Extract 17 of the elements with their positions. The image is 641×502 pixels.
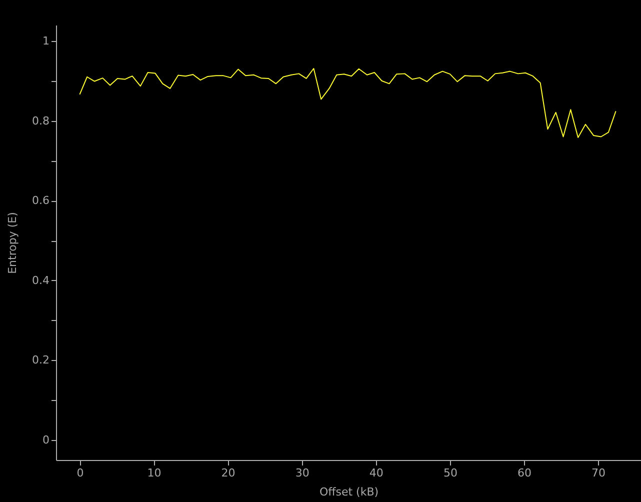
- y-tick-label: 1: [42, 34, 50, 48]
- x-tick-label: 10: [147, 466, 162, 480]
- x-tick-label: 60: [518, 466, 532, 480]
- x-tick-label: 20: [221, 466, 236, 480]
- y-tick-label: 0.2: [32, 354, 50, 367]
- x-tick-label: 40: [369, 466, 384, 480]
- x-tick-label: 0: [76, 466, 84, 480]
- y-tick-label: 0: [42, 434, 50, 447]
- x-axis-title: Offset (kB): [319, 486, 379, 498]
- y-tick-label: 0.4: [32, 274, 50, 287]
- y-axis-title: Entropy (E): [6, 212, 20, 274]
- y-tick-label: 0.8: [32, 114, 50, 128]
- line-series: [79, 68, 616, 138]
- x-tick-label: 70: [592, 466, 606, 480]
- y-tick-label: 0.6: [32, 194, 50, 208]
- x-tick-label: 50: [443, 466, 458, 480]
- x-tick-label: 30: [295, 466, 310, 480]
